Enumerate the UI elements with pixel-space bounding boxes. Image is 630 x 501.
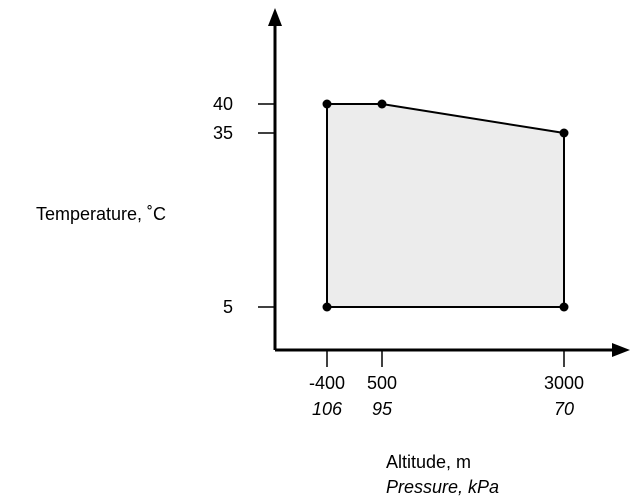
- x-axis-secondary-label: Pressure, kPa: [386, 477, 499, 497]
- x-axis-label: Altitude, m: [386, 452, 471, 472]
- y-tick-label: 40: [213, 94, 233, 114]
- operating-region: [326, 103, 565, 308]
- x-tick-label: 3000: [544, 373, 584, 393]
- data-point: [559, 128, 569, 138]
- x-tick-secondary-label: 95: [372, 399, 393, 419]
- y-tick-label: 5: [223, 297, 233, 317]
- data-point: [559, 302, 569, 312]
- y-tick-label: 35: [213, 123, 233, 143]
- x-axis-arrow: [612, 343, 630, 357]
- y-axis-label: Temperature, ˚C: [36, 204, 166, 224]
- data-point: [322, 99, 332, 109]
- x-tick-secondary-label: 106: [312, 399, 343, 419]
- x-tick-secondary-label: 70: [554, 399, 574, 419]
- data-point: [322, 302, 332, 312]
- x-tick-label: -400: [309, 373, 345, 393]
- x-tick-label: 500: [367, 373, 397, 393]
- data-point: [377, 99, 387, 109]
- y-axis-arrow: [268, 8, 282, 26]
